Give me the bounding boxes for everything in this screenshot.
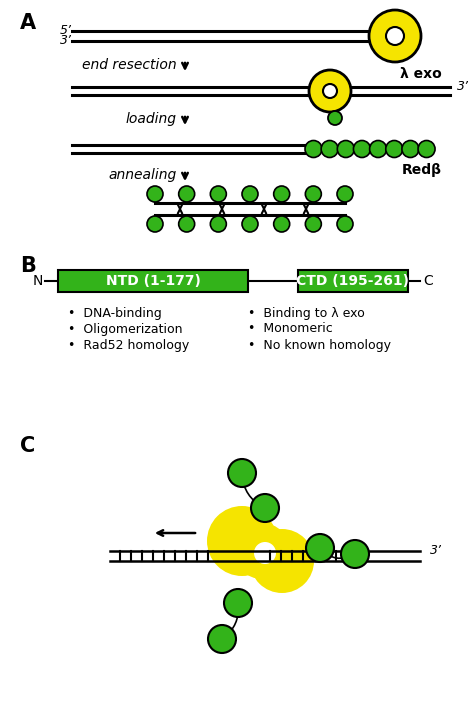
Circle shape: [147, 186, 163, 202]
Text: 3’: 3’: [60, 35, 72, 48]
Circle shape: [370, 141, 387, 157]
Text: C: C: [233, 596, 243, 609]
Circle shape: [210, 186, 226, 202]
Text: B: B: [20, 256, 36, 276]
Circle shape: [210, 216, 226, 232]
Text: •  Monomeric: • Monomeric: [248, 322, 333, 335]
Text: loading: loading: [126, 112, 177, 126]
Text: N: N: [350, 547, 360, 560]
Text: 3’: 3’: [457, 81, 469, 94]
Text: end resection: end resection: [82, 58, 177, 72]
Text: N: N: [237, 466, 247, 479]
Circle shape: [354, 141, 371, 157]
Text: C: C: [423, 274, 433, 288]
Text: N: N: [217, 632, 227, 645]
Text: C: C: [260, 502, 270, 515]
Text: annealing: annealing: [109, 168, 177, 182]
Text: C: C: [20, 436, 35, 456]
Text: C: C: [315, 541, 325, 554]
Circle shape: [337, 141, 354, 157]
Text: λ exo: λ exo: [400, 67, 442, 81]
Circle shape: [306, 534, 334, 562]
Circle shape: [321, 141, 338, 157]
Circle shape: [242, 216, 258, 232]
Circle shape: [402, 141, 419, 157]
Text: •  DNA-binding: • DNA-binding: [68, 306, 162, 319]
Circle shape: [273, 216, 290, 232]
Circle shape: [305, 216, 321, 232]
Circle shape: [179, 216, 195, 232]
Circle shape: [305, 141, 322, 157]
Circle shape: [179, 186, 195, 202]
Circle shape: [273, 186, 290, 202]
Circle shape: [242, 186, 258, 202]
Circle shape: [250, 529, 314, 593]
Text: •  Oligomerization: • Oligomerization: [68, 322, 182, 335]
Text: CTD (195-261): CTD (195-261): [297, 274, 410, 288]
Text: A: A: [20, 13, 36, 33]
Text: NTD (1-177): NTD (1-177): [106, 274, 201, 288]
Circle shape: [207, 506, 277, 576]
Circle shape: [251, 494, 279, 522]
Text: •  No known homology: • No known homology: [248, 338, 391, 352]
FancyBboxPatch shape: [298, 270, 408, 292]
Circle shape: [337, 216, 353, 232]
Text: 3’: 3’: [430, 544, 442, 557]
Circle shape: [254, 542, 276, 564]
Text: N: N: [33, 274, 43, 288]
Circle shape: [305, 186, 321, 202]
Text: Redβ: Redβ: [401, 163, 442, 177]
Text: 5’: 5’: [60, 25, 72, 37]
Text: •  Rad52 homology: • Rad52 homology: [68, 338, 189, 352]
Circle shape: [147, 216, 163, 232]
Circle shape: [328, 111, 342, 125]
Circle shape: [224, 589, 252, 617]
Circle shape: [386, 27, 404, 45]
Circle shape: [208, 625, 236, 653]
Circle shape: [418, 141, 435, 157]
Circle shape: [228, 459, 256, 487]
Circle shape: [341, 540, 369, 568]
Circle shape: [369, 10, 421, 62]
FancyBboxPatch shape: [58, 270, 248, 292]
Circle shape: [309, 70, 351, 112]
Circle shape: [234, 523, 290, 579]
Circle shape: [337, 186, 353, 202]
Text: •  Binding to λ exo: • Binding to λ exo: [248, 306, 365, 319]
Circle shape: [323, 84, 337, 98]
Circle shape: [386, 141, 403, 157]
